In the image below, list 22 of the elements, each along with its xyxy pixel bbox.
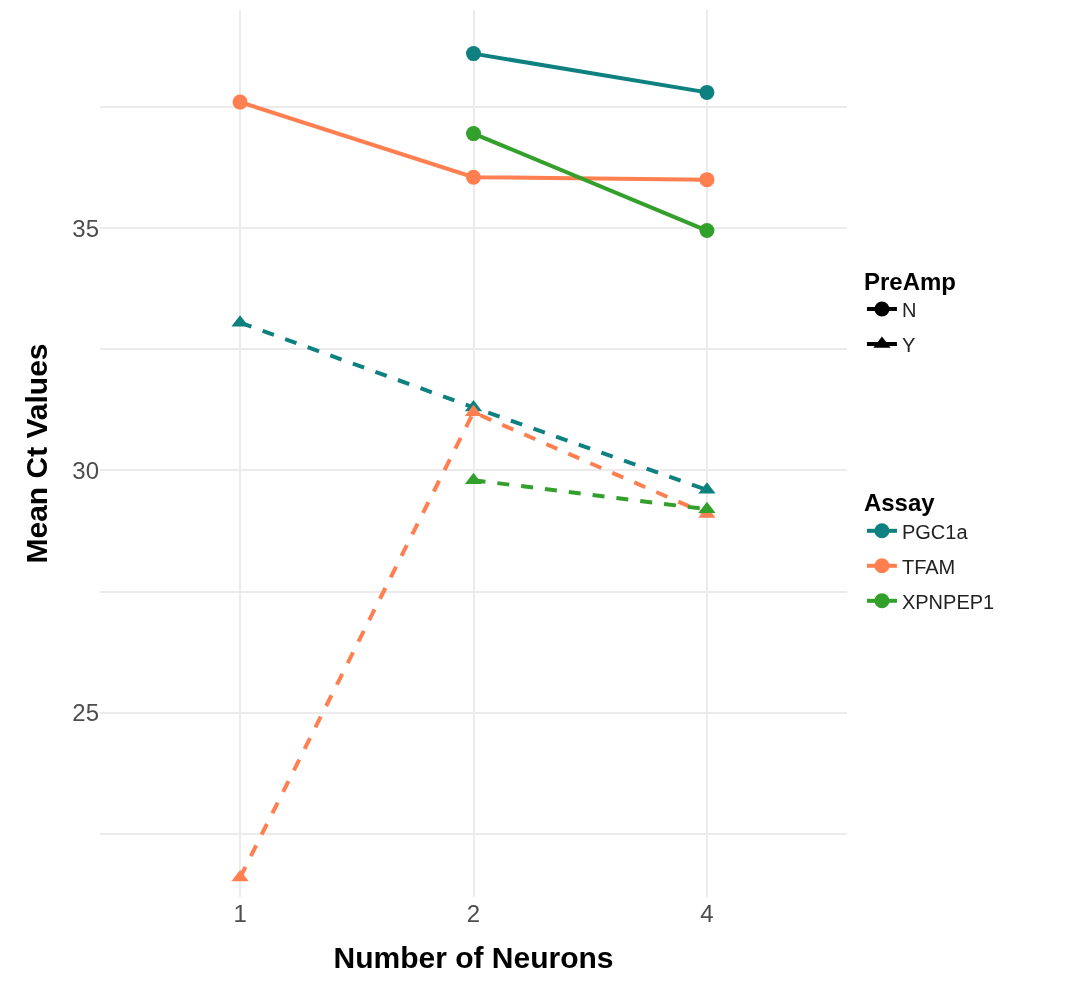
text: Assay [863, 489, 935, 517]
y-tick-label: 30 [72, 456, 99, 484]
y-tick-label: 25 [72, 699, 99, 727]
legend-label: Y [901, 333, 916, 356]
point [466, 169, 481, 185]
legend-label: TFAM [901, 555, 956, 578]
legend-label: N [901, 298, 917, 321]
text: PreAmp [863, 267, 956, 295]
y-tick-label: 35 [72, 214, 99, 242]
x-axis-title: Number of Neurons [333, 940, 614, 974]
point [466, 46, 481, 62]
point [699, 172, 715, 188]
x-tick-label: 4 [700, 900, 714, 927]
point [232, 94, 248, 110]
y-axis-title: Mean Ct Values [20, 343, 54, 564]
legend-label: XPNPEP1 [901, 590, 995, 613]
legend-label: PGC1a [901, 520, 969, 543]
point [699, 223, 715, 239]
point [466, 126, 481, 142]
x-tick-label: 1 [233, 900, 247, 927]
x-tick-label: 2 [466, 900, 481, 927]
point [699, 84, 715, 100]
